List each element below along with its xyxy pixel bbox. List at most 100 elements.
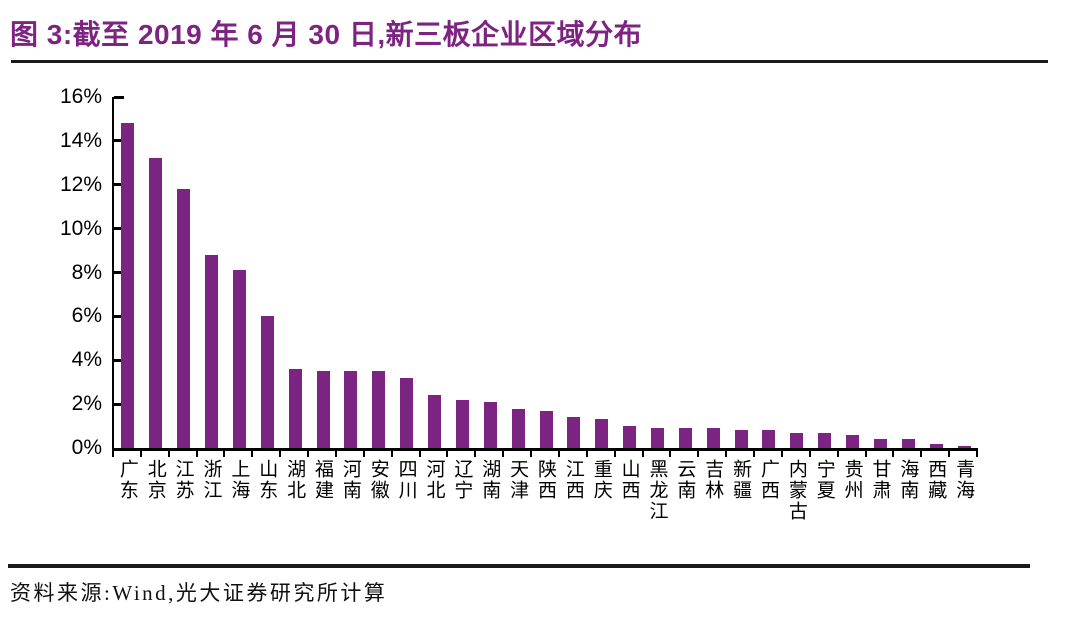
x-tick — [641, 451, 644, 457]
y-axis-label: 4% — [71, 348, 102, 372]
x-axis-label: 广东 — [116, 459, 138, 501]
x-tick — [864, 451, 867, 457]
x-tick — [474, 451, 477, 457]
bar-陕西 — [539, 410, 553, 448]
x-tick — [502, 451, 505, 457]
bar-西藏 — [929, 443, 943, 448]
x-tick — [418, 451, 421, 457]
x-tick — [725, 451, 728, 457]
bar-吉林 — [706, 428, 720, 448]
bar-辽宁 — [455, 399, 469, 448]
bar-广东 — [121, 123, 135, 448]
x-tick — [251, 451, 254, 457]
x-axis-label: 内蒙古 — [785, 459, 807, 522]
y-axis-label: 14% — [59, 128, 102, 152]
y-tick — [114, 358, 124, 362]
y-axis-label: 12% — [59, 172, 102, 196]
bar-福建 — [316, 371, 330, 448]
x-tick — [279, 451, 282, 457]
bar-重庆 — [595, 419, 609, 448]
bar-江苏 — [177, 189, 191, 448]
x-axis-label: 福建 — [312, 459, 334, 501]
x-axis-label: 山东 — [256, 459, 278, 501]
x-axis-label: 辽宁 — [451, 459, 473, 501]
x-axis-label: 重庆 — [590, 459, 612, 501]
x-axis-label: 江苏 — [172, 459, 194, 501]
figure-title: 图 3:截至 2019 年 6 月 30 日,新三板企业区域分布 — [10, 19, 643, 50]
x-tick — [112, 451, 114, 457]
x-tick — [167, 451, 170, 457]
bar-山西 — [623, 426, 637, 448]
y-tick — [114, 402, 124, 406]
bar-青海 — [957, 445, 971, 448]
x-axis-label: 青海 — [953, 459, 975, 501]
bar-新疆 — [734, 430, 748, 448]
x-tick — [530, 451, 533, 457]
x-axis-labels: 广东 北京 江苏 浙江 上海 山东 湖北 福建 河南 安徽 四川 河北 辽宁 湖南 天津 陕西 江西 重庆 山西 黑龙… — [113, 459, 977, 549]
x-tick — [976, 451, 978, 457]
x-axis-label: 江西 — [562, 459, 584, 501]
y-tick — [114, 314, 124, 318]
bar-云南 — [678, 428, 692, 448]
y-tick — [114, 139, 124, 143]
y-tick — [114, 183, 124, 187]
x-tick — [334, 451, 337, 457]
bar-四川 — [400, 377, 414, 448]
x-tick — [753, 451, 756, 457]
bar-天津 — [511, 408, 525, 448]
x-tick — [446, 451, 449, 457]
x-tick — [223, 451, 226, 457]
x-axis-label: 吉林 — [702, 459, 724, 501]
y-axis-label: 2% — [71, 392, 102, 416]
x-tick — [613, 451, 616, 457]
x-tick — [362, 451, 365, 457]
bar-内蒙古 — [790, 432, 804, 448]
y-axis-label: 16% — [59, 85, 102, 108]
title-rule — [11, 60, 1048, 63]
source-note: 资料来源:Wind,光大证券研究所计算 — [10, 581, 388, 605]
y-tick — [114, 271, 124, 274]
x-axis-label: 贵州 — [841, 459, 863, 501]
x-tick — [669, 451, 672, 457]
bar-浙江 — [205, 254, 219, 448]
x-axis-label: 甘肃 — [869, 459, 891, 501]
x-axis-label: 西藏 — [925, 459, 947, 501]
bar-河南 — [344, 371, 358, 448]
x-axis-label: 安徽 — [367, 459, 389, 501]
x-tick — [307, 451, 310, 457]
x-tick — [195, 451, 198, 457]
x-axis-label: 宁夏 — [813, 459, 835, 501]
x-axis-label: 云南 — [674, 459, 696, 501]
bar-series — [114, 97, 978, 448]
bar-宁夏 — [818, 432, 832, 448]
x-tick — [697, 451, 700, 457]
x-tick — [390, 451, 393, 457]
x-tick — [920, 451, 923, 457]
bar-贵州 — [846, 434, 860, 448]
bar-湖北 — [288, 369, 302, 448]
x-axis-label: 上海 — [228, 459, 250, 501]
y-axis-ticks — [114, 95, 978, 448]
x-axis-label: 海南 — [897, 459, 919, 501]
bar-安徽 — [372, 371, 386, 448]
x-axis-label: 河北 — [423, 459, 445, 501]
x-axis-label: 黑龙江 — [646, 459, 668, 522]
bar-北京 — [149, 158, 163, 448]
x-axis-label: 湖北 — [284, 459, 306, 501]
y-tick — [114, 227, 124, 231]
x-axis-label: 湖南 — [479, 459, 501, 501]
x-axis-label: 河南 — [339, 459, 361, 501]
x-axis-label: 浙江 — [200, 459, 222, 501]
x-tick — [585, 451, 588, 457]
x-axis-label: 广西 — [757, 459, 779, 501]
x-axis-label: 陕西 — [535, 459, 556, 501]
plot-area — [112, 95, 978, 451]
x-tick — [139, 451, 142, 457]
x-axis-label: 山西 — [618, 459, 640, 501]
x-tick — [836, 451, 839, 457]
y-axis-label: 6% — [71, 304, 102, 328]
y-axis-label: 10% — [59, 216, 102, 240]
x-tick — [780, 451, 783, 457]
bar-山东 — [260, 316, 274, 448]
